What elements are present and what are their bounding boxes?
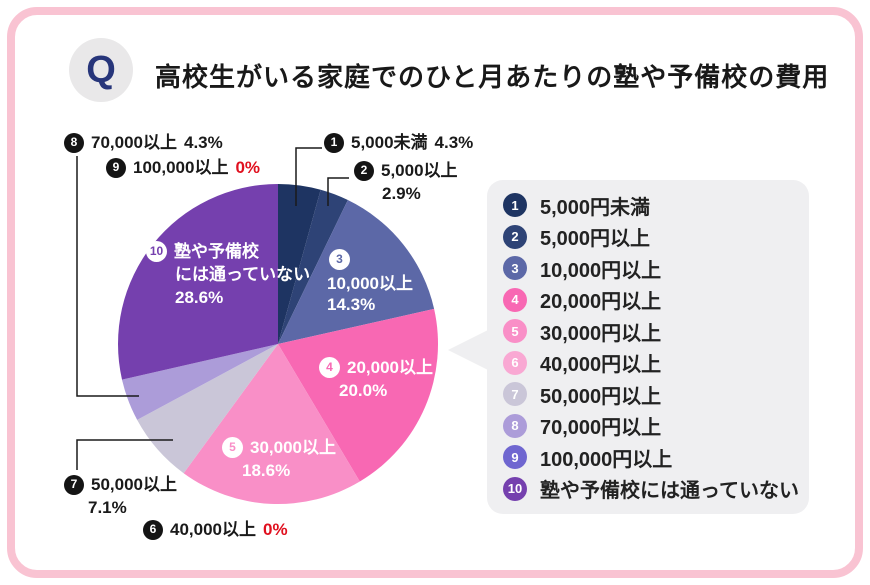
legend-item-1: 1 5,000円未満: [503, 191, 801, 220]
pie-slices: [117, 184, 439, 505]
slice-9-label: 100,000以上: [133, 158, 229, 177]
legend-label-7: 50,000円以上: [540, 385, 662, 408]
legend-label-8: 70,000円以上: [540, 417, 662, 440]
legend-item-7: 7 50,000円以上: [503, 380, 801, 409]
callout-slice-6: 6 40,000以上 0%: [143, 519, 288, 540]
legend-item-5: 5 30,000円以上: [503, 317, 801, 346]
slice-10-number-badge: 10: [146, 241, 167, 262]
legend-pointer-triangle: [448, 328, 492, 372]
callout-slice-2: 2 5,000以上 2.9%: [354, 160, 458, 204]
pie-slice-3: [278, 200, 435, 344]
slice-1-number-badge: 1: [324, 132, 344, 153]
slice-9-pct: 0%: [235, 158, 261, 177]
legend-dot-3: 3: [503, 256, 527, 281]
q-letter: Q: [86, 48, 116, 91]
legend-item-9: 9 100,000円以上: [503, 443, 801, 472]
slice-8-pct: 4.3%: [184, 133, 223, 152]
slice-10-pct: 28.6%: [175, 288, 224, 307]
legend-dot-10: 10: [503, 476, 527, 501]
callout-slice-3: 3 10,000以上 14.3%: [327, 247, 413, 315]
legend-label-9: 100,000円以上: [540, 448, 673, 471]
legend-item-3: 3 10,000円以上: [503, 254, 801, 283]
callout-slice-9: 9 100,000以上 0%: [106, 157, 260, 178]
legend-label-1: 5,000円未満: [540, 196, 651, 219]
slice-6-number-badge: 6: [143, 519, 163, 540]
legend-label-4: 20,000円以上: [540, 291, 662, 314]
legend-label-3: 10,000円以上: [540, 259, 662, 282]
leader-line-slice-2: [327, 177, 349, 206]
slice-10-label-line1: 塾や予備校: [174, 242, 259, 261]
legend-label-10: 塾や予備校には通っていない: [540, 480, 799, 503]
legend-dot-7: 7: [503, 382, 527, 407]
legend-dot-6: 6: [503, 350, 527, 375]
page-title: 高校生がいる家庭でのひと月あたりの塾や予備校の費用: [155, 62, 830, 92]
legend-item-6: 6 40,000円以上: [503, 348, 801, 377]
slice-4-number-badge: 4: [319, 357, 340, 378]
slice-7-label: 50,000以上: [91, 475, 177, 494]
slice-3-label: 10,000以上: [327, 274, 413, 293]
q-badge: Q: [69, 38, 133, 102]
slice-4-label: 20,000以上: [347, 358, 433, 377]
pie-slice-8: [122, 344, 278, 420]
pie-slice-10: [117, 184, 278, 380]
legend-dot-8: 8: [503, 413, 527, 438]
slice-7-number-badge: 7: [64, 474, 84, 495]
legend-dot-4: 4: [503, 287, 527, 312]
callout-slice-4: 4 20,000以上 20.0%: [319, 357, 433, 401]
slice-2-label: 5,000以上: [381, 161, 458, 180]
slice-8-number-badge: 8: [64, 132, 84, 153]
legend-panel: 1 5,000円未満 2 5,000円以上 3 10,000円以上 4 20,0…: [487, 180, 809, 514]
legend-dot-5: 5: [503, 319, 527, 344]
slice-5-pct: 18.6%: [242, 461, 291, 480]
pie-slice-7: [137, 344, 278, 474]
slice-6-label: 40,000以上: [170, 520, 256, 539]
legend-dot-2: 2: [503, 224, 527, 249]
slice-2-pct: 2.9%: [382, 184, 421, 203]
slice-6-pct: 0%: [263, 520, 288, 539]
slice-5-label: 30,000以上: [250, 438, 336, 457]
pie-slice-2: [278, 189, 348, 344]
legend-dot-9: 9: [503, 445, 527, 470]
callout-slice-8: 8 70,000以上 4.3%: [64, 132, 223, 153]
slice-2-number-badge: 2: [354, 160, 374, 181]
leader-line-slice-7: [76, 439, 173, 470]
slice-1-pct: 4.3%: [434, 133, 474, 152]
slice-3-pct: 14.3%: [327, 295, 376, 314]
legend-dot-1: 1: [503, 193, 527, 218]
callout-slice-10: 10 塾や予備校 には通っていない 28.6%: [146, 241, 310, 308]
pie-slice-5: [183, 344, 360, 505]
callout-slice-5: 5 30,000以上 18.6%: [222, 437, 336, 481]
callout-slice-1: 1 5,000未満 4.3%: [324, 132, 473, 153]
callout-slice-7: 7 50,000以上 7.1%: [64, 474, 177, 518]
pie-slice-1: [278, 184, 321, 344]
slice-3-number-badge: 3: [329, 249, 350, 270]
pie-slice-4: [278, 308, 439, 482]
legend-label-5: 30,000円以上: [540, 322, 662, 345]
leader-line-slice-8: [76, 156, 139, 397]
legend-label-6: 40,000円以上: [540, 354, 662, 377]
slice-1-label: 5,000未満: [351, 133, 428, 152]
slice-7-pct: 7.1%: [88, 498, 127, 517]
slice-5-number-badge: 5: [222, 437, 243, 458]
slice-8-label: 70,000以上: [91, 133, 177, 152]
slice-10-label-line2: には通っていない: [175, 265, 311, 284]
legend-item-2: 2 5,000円以上: [503, 222, 801, 251]
legend-item-10: 10 塾や予備校には通っていない: [503, 474, 801, 503]
legend-item-4: 4 20,000円以上: [503, 285, 801, 314]
legend-label-2: 5,000円以上: [540, 228, 651, 251]
legend-item-8: 8 70,000円以上: [503, 411, 801, 440]
slice-4-pct: 20.0%: [339, 381, 388, 400]
leader-line-slice-1: [295, 147, 322, 206]
slice-9-number-badge: 9: [106, 157, 126, 178]
